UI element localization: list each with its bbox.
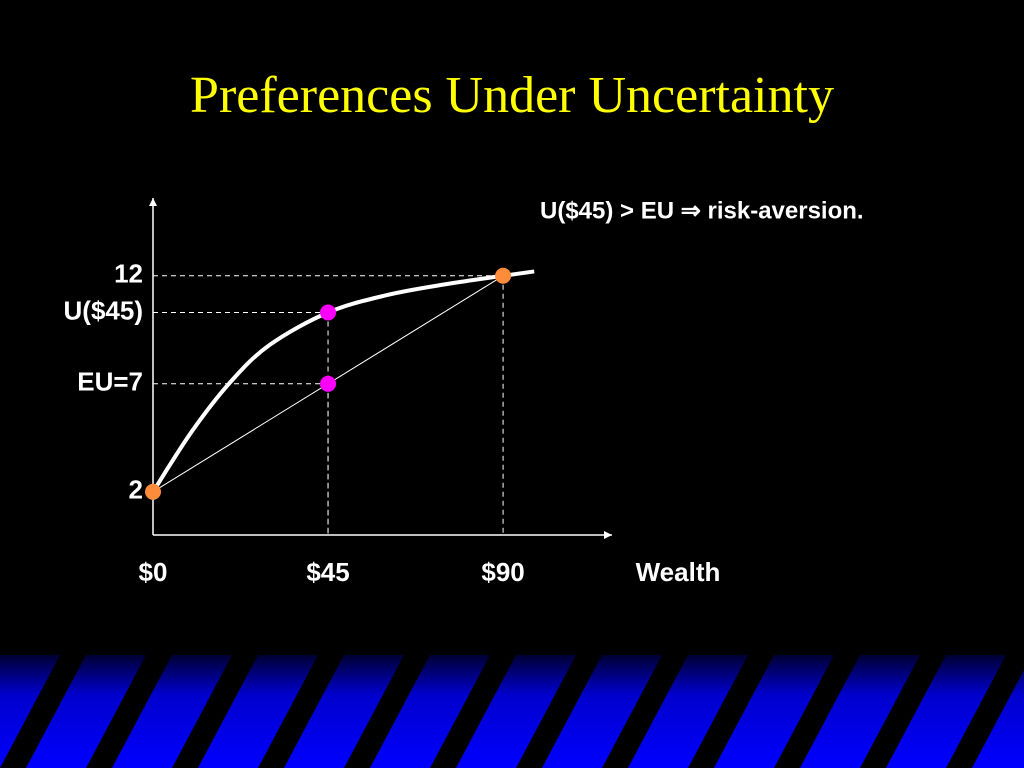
y-tick-label: 2 [129, 475, 143, 505]
annotation: U($45) > EU ⇒ risk-aversion. [540, 197, 864, 224]
x-axis-arrow [604, 531, 612, 539]
point-marker [320, 304, 337, 321]
y-tick-label: EU=7 [77, 367, 143, 397]
plot: 2 EU=7 U($45) 12 $0 $45 $90 Wealth [64, 198, 721, 587]
point-marker [145, 483, 161, 500]
point-marker [320, 375, 337, 392]
chart-title: Preferences Under Uncertainty [190, 67, 834, 124]
point-marker [495, 267, 512, 284]
y-tick-label: 12 [114, 259, 143, 289]
x-axis-label: Wealth [636, 557, 721, 587]
x-tick-label: $90 [481, 557, 524, 587]
footer-stripes [0, 655, 1024, 768]
x-tick-label: $0 [139, 557, 168, 587]
y-axis-arrow [149, 198, 157, 206]
x-tick-label: $45 [306, 557, 349, 587]
y-tick-label: U($45) [64, 295, 143, 325]
